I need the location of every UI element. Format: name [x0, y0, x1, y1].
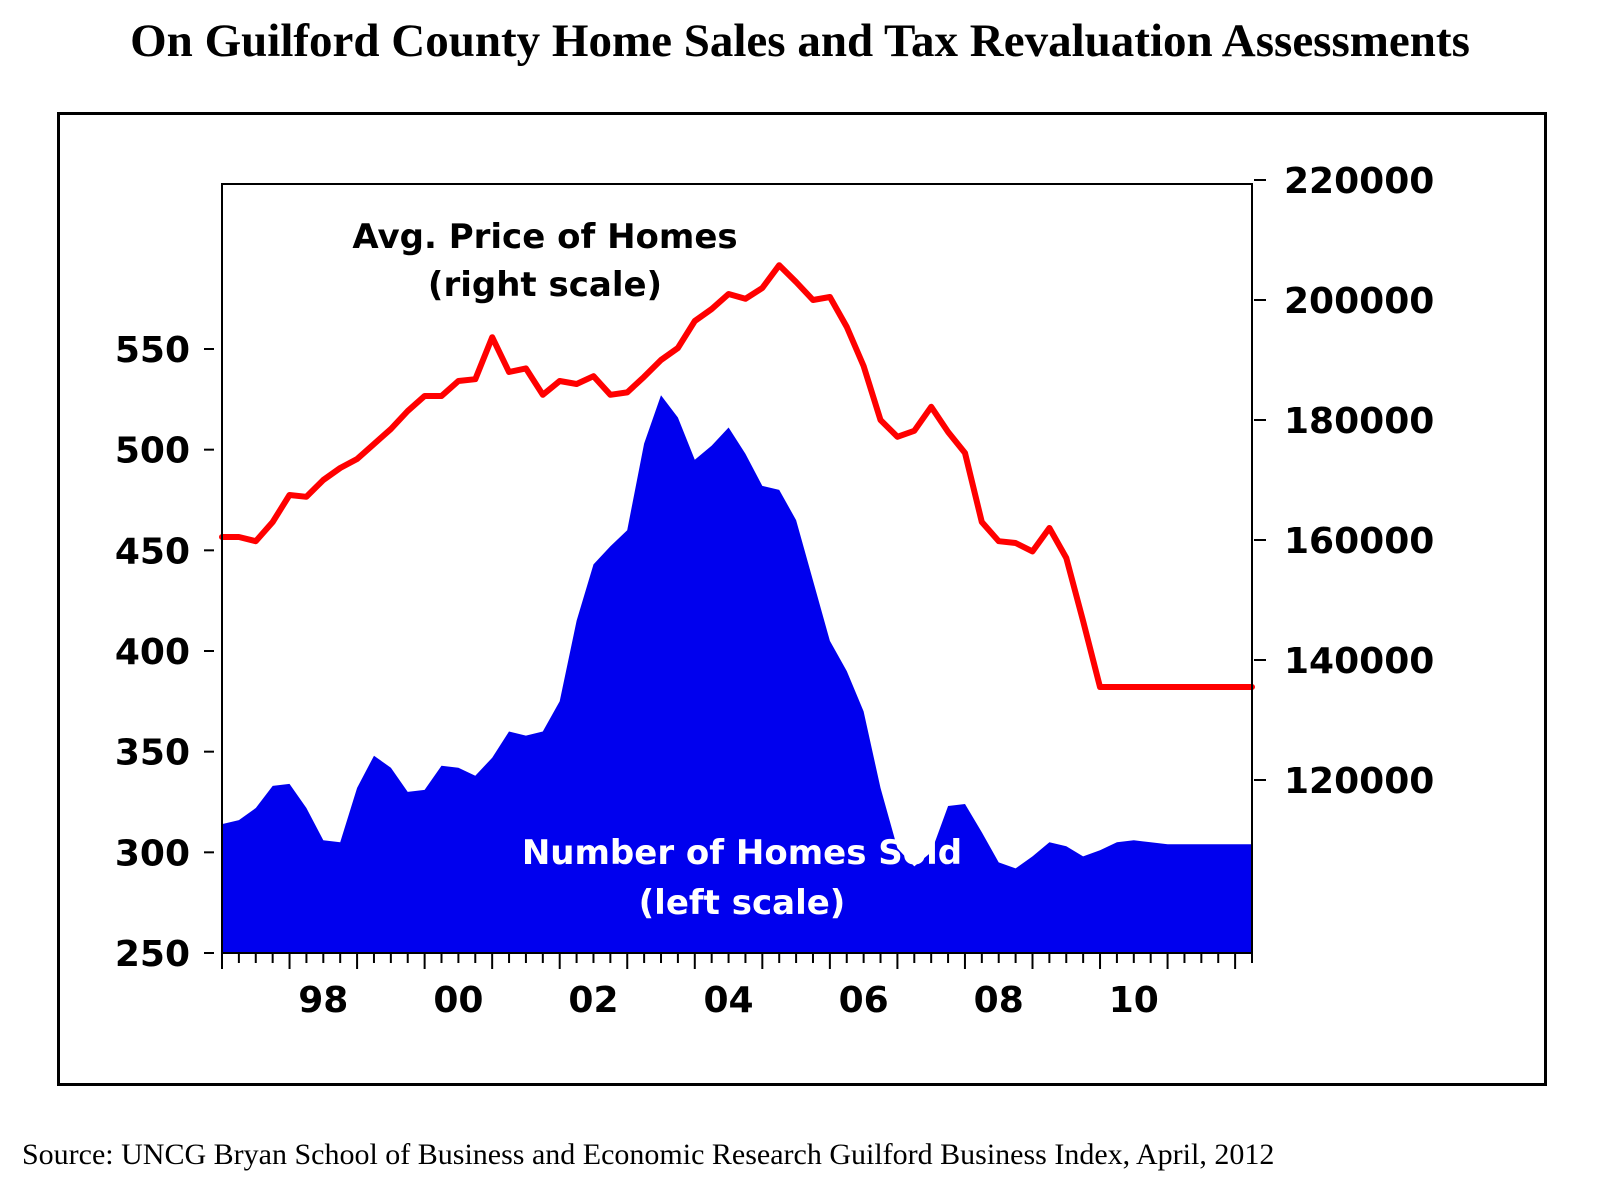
right-tick-label: 220000 — [1284, 161, 1434, 202]
x-tick-label: 04 — [704, 980, 754, 1021]
price-annotation-line2: (right scale) — [428, 265, 662, 305]
left-tick-label: 500 — [115, 431, 190, 472]
x-tick-label: 10 — [1109, 980, 1159, 1021]
x-tick-label: 08 — [974, 980, 1024, 1021]
x-axis: 98 00 02 04 06 08 10 — [221, 954, 1253, 1021]
chart-frame — [57, 112, 1547, 1086]
x-tick-label: 06 — [839, 980, 889, 1021]
x-tick-label: 00 — [433, 980, 483, 1021]
series-homes-sold-area — [222, 395, 1252, 953]
series-avg-price-line — [219, 262, 1255, 690]
left-tick-label: 250 — [115, 934, 190, 975]
sold-annotation-line2: (left scale) — [639, 883, 846, 923]
plot-area — [219, 262, 1255, 953]
left-tick-label: 450 — [115, 531, 190, 572]
right-tick-label: 160000 — [1284, 521, 1434, 562]
plot-border — [221, 183, 1253, 954]
price-annotation-line1: Avg. Price of Homes — [352, 217, 737, 257]
x-tick-label: 98 — [298, 980, 348, 1021]
left-axis: 250 300 350 400 450 500 550 — [115, 330, 214, 975]
source-note: Source: UNCG Bryan School of Business an… — [22, 1138, 1275, 1171]
sold-annotation-line1: Number of Homes Sold — [522, 833, 962, 873]
right-tick-label: 120000 — [1284, 761, 1434, 802]
right-tick-label: 180000 — [1284, 401, 1434, 442]
left-tick-label: 300 — [115, 833, 190, 874]
left-tick-label: 400 — [115, 632, 190, 673]
right-tick-label: 200000 — [1284, 281, 1434, 322]
chart-title: On Guilford County Home Sales and Tax Re… — [130, 15, 1470, 67]
x-tick-label: 02 — [568, 980, 618, 1021]
right-tick-label: 140000 — [1284, 641, 1434, 682]
right-axis: 120000 140000 160000 180000 200000 220000 — [1254, 161, 1434, 802]
left-tick-label: 550 — [115, 330, 190, 371]
left-tick-label: 350 — [115, 733, 190, 774]
